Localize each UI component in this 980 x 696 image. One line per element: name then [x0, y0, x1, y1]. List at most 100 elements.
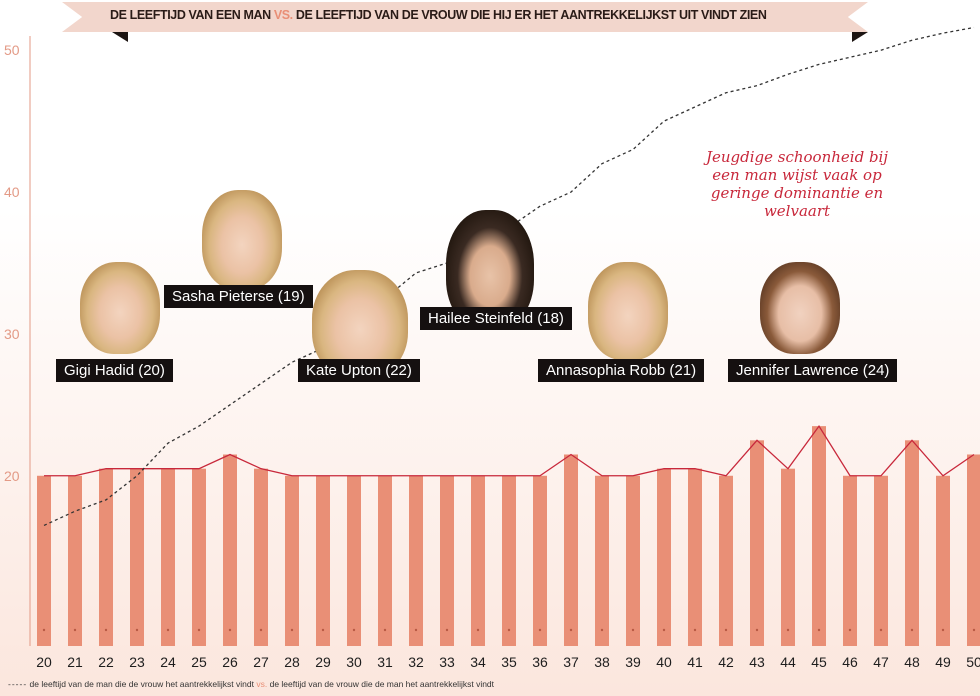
bar [781, 468, 795, 646]
title-vs: VS. [273, 8, 293, 22]
bar [595, 475, 609, 646]
bar-base-dot [321, 628, 325, 632]
bar [409, 475, 423, 646]
bar-base-dot [755, 628, 759, 632]
bar [254, 468, 268, 646]
bar [874, 475, 888, 646]
bar [719, 475, 733, 646]
bar-base-dot [42, 628, 46, 632]
x-tick-label: 47 [873, 654, 889, 670]
x-tick-label: 28 [284, 654, 300, 670]
bar-base-dot [848, 628, 852, 632]
x-tick-label: 45 [811, 654, 827, 670]
bar-base-dot [104, 628, 108, 632]
x-tick-label: 29 [315, 654, 331, 670]
x-tick-label: 46 [842, 654, 858, 670]
x-tick-label: 24 [160, 654, 176, 670]
bar-base-dot [290, 628, 294, 632]
label-annasophia-robb: Annasophia Robb (21) [538, 359, 705, 382]
bar-base-dot [569, 628, 573, 632]
label-hailee-steinfeld: Hailee Steinfeld (18) [420, 307, 572, 330]
bar [688, 468, 702, 646]
title-part-women: DE LEEFTIJD VAN DE VROUW DIE HIJ ER HET … [295, 8, 767, 22]
x-tick-label: 42 [718, 654, 734, 670]
bar-base-dot [941, 628, 945, 632]
x-tick-label: 43 [749, 654, 765, 670]
x-tick-label: 33 [439, 654, 455, 670]
women-age-line [44, 424, 975, 477]
title-banner [62, 2, 868, 32]
x-tick-label: 30 [346, 654, 362, 670]
bar-base-dot [631, 628, 635, 632]
bar [843, 475, 857, 646]
bar-base-dot [414, 628, 418, 632]
x-tick-label: 37 [563, 654, 579, 670]
title-part-men: DE LEEFTIJD VAN EEN MAN [110, 8, 271, 22]
legend-vs: vs. [256, 679, 268, 689]
bar-base-dot [662, 628, 666, 632]
y-tick-label: 50 [4, 42, 20, 58]
legend: ----- de leeftijd van de man die de vrou… [8, 679, 494, 689]
bar [471, 475, 485, 646]
y-tick-label: 20 [4, 468, 20, 484]
bar-base-dot [166, 628, 170, 632]
bar [130, 468, 144, 646]
bar [657, 468, 671, 646]
bar-base-dot [507, 628, 511, 632]
bar [99, 468, 113, 646]
bar [223, 454, 237, 646]
portrait-gigi-hadid [80, 262, 160, 354]
bar-base-dot [879, 628, 883, 632]
bar-base-dot [817, 628, 821, 632]
bar-base-dot [910, 628, 914, 632]
y-tick-label: 30 [4, 326, 20, 342]
x-tick-label: 44 [780, 654, 796, 670]
annotation-note: Jeugdige schoonheid bij een man wijst va… [705, 148, 889, 220]
portrait-jennifer-lawrence [760, 262, 840, 354]
label-sasha-pieterse: Sasha Pieterse (19) [164, 285, 313, 308]
bar-base-dot [724, 628, 728, 632]
chart-title: DE LEEFTIJD VAN EEN MAN VS. DE LEEFTIJD … [110, 8, 830, 22]
bar [626, 475, 640, 646]
bar [533, 475, 547, 646]
bar [967, 454, 980, 646]
bar [750, 440, 764, 646]
bar [285, 475, 299, 646]
bar [316, 475, 330, 646]
x-tick-label: 26 [222, 654, 238, 670]
bar-base-dot [538, 628, 542, 632]
portrait-sasha-pieterse [202, 190, 282, 290]
bar-base-dot [693, 628, 697, 632]
bar [440, 475, 454, 646]
x-tick-label: 50 [966, 654, 980, 670]
x-tick-label: 31 [377, 654, 393, 670]
x-tick-label: 48 [904, 654, 920, 670]
bar [192, 468, 206, 646]
label-kate-upton: Kate Upton (22) [298, 359, 420, 382]
x-tick-label: 20 [36, 654, 52, 670]
bar [37, 475, 51, 646]
legend-line-label: de leeftijd van de vrouw die de man het … [269, 679, 495, 689]
x-tick-label: 39 [625, 654, 641, 670]
bar [905, 440, 919, 646]
x-tick-label: 21 [67, 654, 83, 670]
bar-base-dot [197, 628, 201, 632]
label-jennifer-lawrence: Jennifer Lawrence (24) [728, 359, 898, 382]
bar-base-dot [73, 628, 77, 632]
bar [502, 475, 516, 646]
x-tick-label: 49 [935, 654, 951, 670]
bar [564, 454, 578, 646]
bar [68, 475, 82, 646]
portrait-annasophia-robb [588, 262, 668, 360]
bar-base-dot [476, 628, 480, 632]
x-tick-label: 27 [253, 654, 269, 670]
banner-fold-right [852, 32, 868, 42]
bar-base-dot [972, 628, 976, 632]
x-tick-label: 25 [191, 654, 207, 670]
banner-fold-left [112, 32, 128, 42]
bar-base-dot [786, 628, 790, 632]
x-tick-label: 38 [594, 654, 610, 670]
x-tick-label: 36 [532, 654, 548, 670]
bar [936, 475, 950, 646]
